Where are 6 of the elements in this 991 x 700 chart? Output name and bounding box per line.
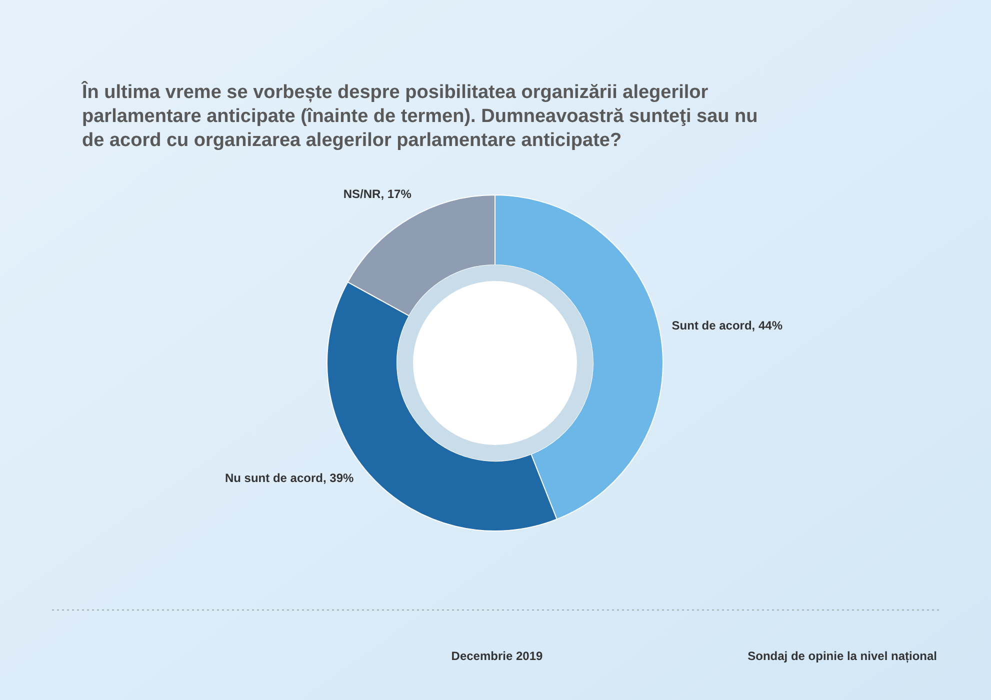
slice-label: NS/NR, 17% bbox=[343, 187, 412, 202]
slice-label: Sunt de acord, 44% bbox=[672, 318, 783, 332]
text: Decembrie 2019 bbox=[451, 649, 544, 663]
chart-title: În ultima vreme se vorbește despre posibilitatea organizării alegerilor parlamentare anticipate (înainte de termen). Dumneavoastră sunteţi sau nu de acord cu organizarea alegerilor parlamentare anticipate? bbox=[81, 80, 758, 151]
slice-label: Nu sunt de acord, 39% bbox=[224, 471, 354, 486]
text: Sondaj de opinie la nivel național bbox=[748, 649, 937, 663]
